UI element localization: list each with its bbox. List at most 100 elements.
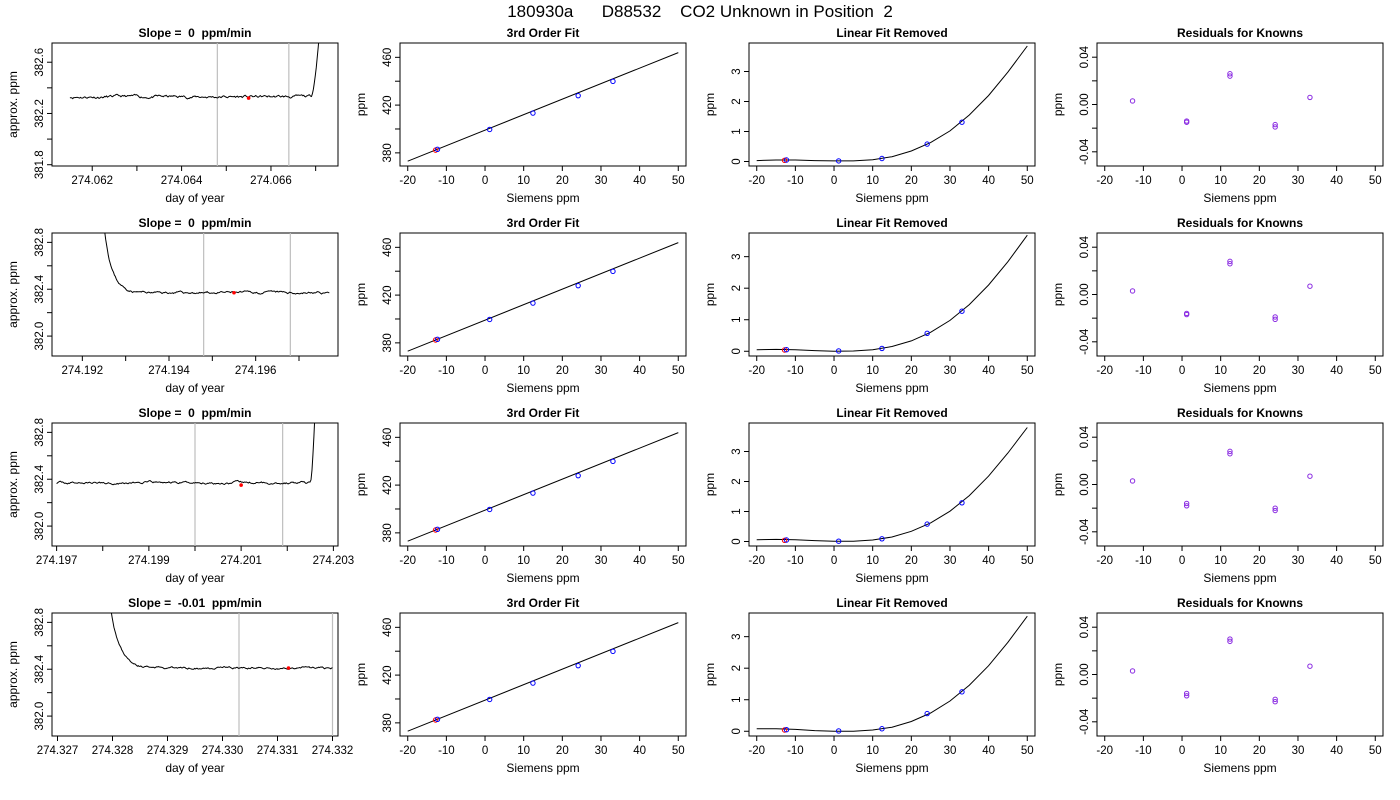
y-tick-label: 382.4 bbox=[34, 274, 46, 303]
x-tick-label: 30 bbox=[595, 175, 608, 187]
y-axis-label: ppm bbox=[1051, 93, 1065, 116]
trace-line bbox=[104, 233, 330, 295]
trace-line bbox=[69, 43, 320, 100]
x-tick-label: -20 bbox=[1096, 365, 1113, 377]
plot-frame bbox=[748, 612, 1036, 737]
x-tick-label: 50 bbox=[672, 745, 685, 757]
fit-curve bbox=[407, 622, 679, 732]
y-tick-label: 382.8 bbox=[34, 228, 46, 257]
known-point bbox=[835, 728, 842, 734]
residual-point bbox=[1129, 478, 1136, 484]
y-tick-label: 1 bbox=[731, 697, 743, 703]
x-tick-label: 10 bbox=[866, 555, 879, 567]
x-tick-label: 40 bbox=[982, 365, 995, 377]
x-tick-label: 274.194 bbox=[148, 365, 190, 377]
x-tick-label: 50 bbox=[1021, 365, 1034, 377]
known-point bbox=[530, 490, 536, 496]
y-tick-label: 0.04 bbox=[1079, 235, 1091, 258]
residual-point bbox=[1307, 473, 1313, 479]
plot-frame bbox=[51, 232, 339, 357]
x-tick-label: 0 bbox=[1179, 745, 1185, 757]
panel-r1-fit: 3rd Order Fit -20 -10 0 10 20 30 40 50 380 420 460 S… bbox=[354, 26, 687, 205]
y-tick-label: 382.0 bbox=[34, 322, 46, 351]
plot-frame bbox=[748, 42, 1036, 167]
panel-r2-res: Residuals for Knowns -20 -10 0 10 20 30 40 50 -0.… bbox=[1051, 216, 1384, 395]
y-tick-label: 0.00 bbox=[1079, 663, 1091, 685]
x-tick-label: -10 bbox=[438, 365, 455, 377]
x-tick-label: 20 bbox=[556, 745, 569, 757]
known-point bbox=[610, 458, 616, 465]
x-tick-label: 40 bbox=[982, 745, 995, 757]
x-tick-label: -20 bbox=[399, 175, 416, 187]
x-tick-label: 40 bbox=[633, 365, 646, 377]
known-point bbox=[924, 141, 930, 147]
trace-line bbox=[110, 613, 333, 671]
y-tick-label: 460 bbox=[382, 48, 394, 67]
known-point bbox=[486, 316, 493, 323]
x-tick-label: -20 bbox=[1096, 175, 1113, 187]
panel-title: Slope = 0 ppm/min bbox=[138, 406, 251, 420]
residual-point bbox=[1227, 448, 1233, 455]
y-axis-label: ppm bbox=[703, 93, 717, 116]
y-tick-label: 0 bbox=[731, 728, 743, 734]
x-tick-label: 274.064 bbox=[161, 175, 203, 187]
panel-title: Residuals for Knowns bbox=[1177, 26, 1303, 40]
x-tick-label: 274.066 bbox=[250, 175, 292, 187]
known-point bbox=[835, 348, 842, 354]
residual-point bbox=[1227, 638, 1233, 645]
panel-r3-trace: Slope = 0 ppm/min 274.197 274.199 274.201 27… bbox=[6, 406, 354, 585]
x-tick-label: 30 bbox=[944, 365, 957, 377]
panel-r4-trace: Slope = -0.01 ppm/min 274.327 274.328 274.3… bbox=[6, 596, 353, 775]
plot-frame bbox=[51, 612, 339, 737]
x-tick-label: 40 bbox=[982, 555, 995, 567]
x-tick-label: 0 bbox=[831, 175, 837, 187]
y-tick-label: 380 bbox=[382, 143, 394, 162]
x-tick-label: 0 bbox=[831, 555, 837, 567]
unknown-sample-point bbox=[232, 290, 236, 295]
x-tick-label: 274.329 bbox=[147, 745, 189, 757]
y-tick-label: 382.6 bbox=[34, 48, 46, 77]
plot-frame bbox=[1096, 232, 1384, 357]
x-axis-label: day of year bbox=[165, 761, 224, 775]
panel-title: Residuals for Knowns bbox=[1177, 596, 1303, 610]
residual-point bbox=[1272, 314, 1278, 320]
y-tick-label: 0.00 bbox=[1079, 283, 1091, 305]
y-tick-label: 0 bbox=[731, 538, 743, 544]
known-point bbox=[924, 330, 930, 336]
residual-point bbox=[1307, 663, 1313, 669]
y-tick-label: 420 bbox=[382, 666, 394, 685]
residual-point bbox=[1272, 699, 1278, 705]
x-tick-label: 274.203 bbox=[313, 555, 355, 567]
x-axis-label: day of year bbox=[165, 191, 224, 205]
y-tick-label: 460 bbox=[382, 618, 394, 637]
residual-point bbox=[1183, 690, 1190, 697]
y-tick-label: -0.04 bbox=[1079, 708, 1091, 735]
fit-curve bbox=[756, 427, 1028, 542]
x-tick-label: 30 bbox=[595, 555, 608, 567]
panel-title: Slope = 0 ppm/min bbox=[138, 26, 251, 40]
known-point bbox=[959, 689, 965, 695]
y-tick-label: 380 bbox=[382, 333, 394, 352]
x-axis-label: Siemens ppm bbox=[506, 191, 579, 205]
y-tick-label: 3 bbox=[731, 253, 743, 259]
x-tick-label: 20 bbox=[1253, 745, 1266, 757]
x-tick-label: 274.062 bbox=[71, 175, 113, 187]
known-point bbox=[434, 716, 441, 722]
x-tick-label: 40 bbox=[633, 175, 646, 187]
x-axis-label: Siemens ppm bbox=[855, 191, 928, 205]
residual-point bbox=[1129, 668, 1136, 674]
x-tick-label: -20 bbox=[748, 365, 765, 377]
x-tick-label: 20 bbox=[1253, 555, 1266, 567]
x-tick-label: 30 bbox=[944, 555, 957, 567]
panel-r1-lin: Linear Fit Removed -20 -10 0 10 20 30 40 50 0 1 2 3 S… bbox=[703, 26, 1036, 205]
y-axis-label: approx. ppm bbox=[6, 641, 20, 708]
y-tick-label: 382.0 bbox=[34, 702, 46, 731]
x-tick-label: 274.328 bbox=[92, 745, 134, 757]
y-axis-label: ppm bbox=[354, 663, 368, 686]
y-tick-label: 460 bbox=[382, 428, 394, 447]
x-tick-label: -10 bbox=[787, 745, 804, 757]
plot-frame bbox=[399, 422, 687, 547]
known-point bbox=[610, 78, 616, 85]
known-point bbox=[783, 157, 790, 163]
residual-point bbox=[1272, 505, 1278, 511]
